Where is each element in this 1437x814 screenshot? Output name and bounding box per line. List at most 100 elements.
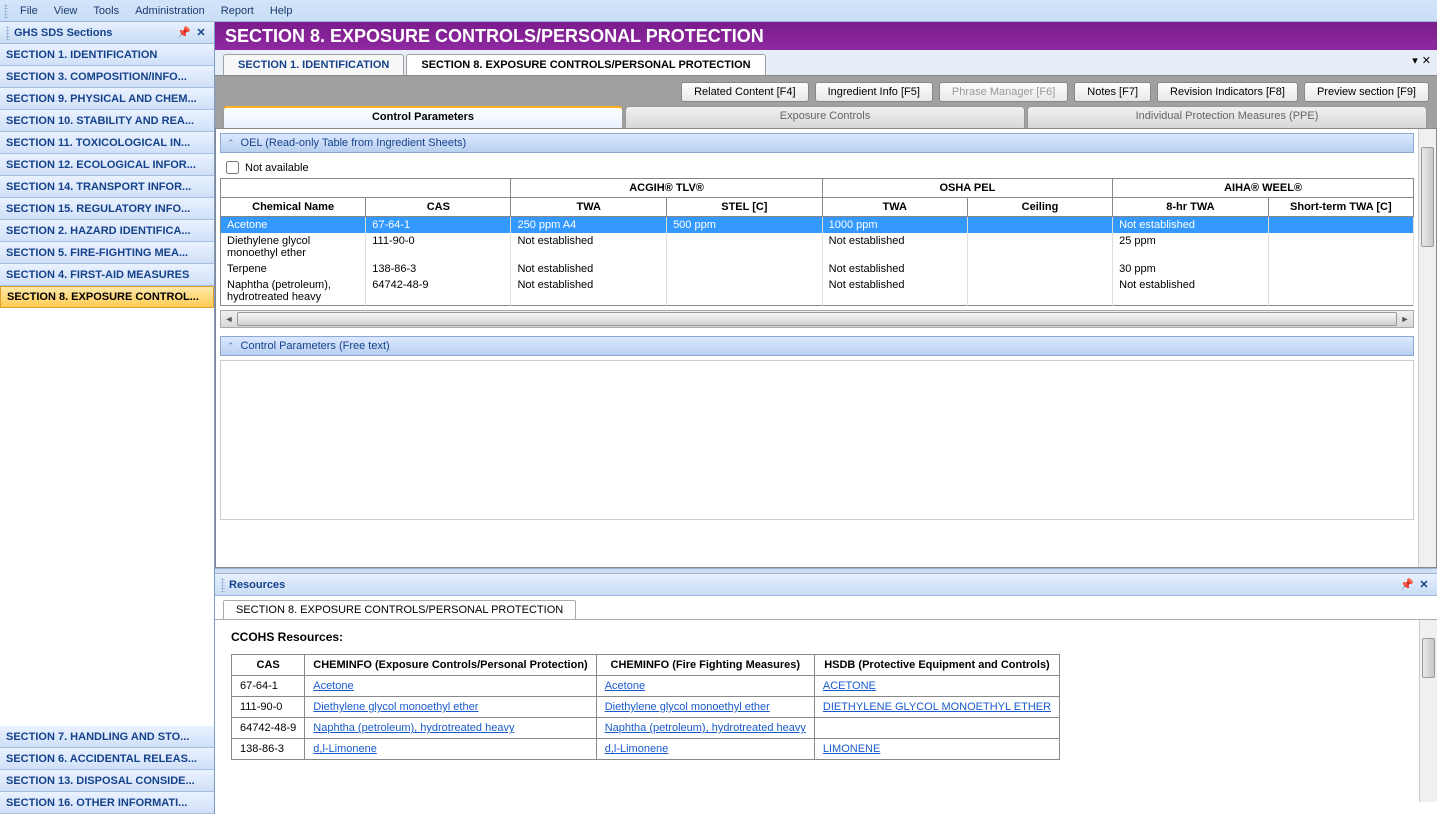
res-scroll-thumb[interactable] [1422, 638, 1435, 678]
phrase-manager-button[interactable]: Phrase Manager [F6] [939, 82, 1068, 102]
oel-cell[interactable]: 500 ppm [667, 217, 823, 234]
oel-cell[interactable]: Diethylene glycol monoethyl ether [221, 233, 366, 261]
sidebar-item[interactable]: SECTION 13. DISPOSAL CONSIDE... [0, 770, 214, 792]
sidebar-item[interactable]: SECTION 3. COMPOSITION/INFO... [0, 66, 214, 88]
vertical-scrollbar[interactable] [1418, 129, 1436, 567]
resources-link[interactable]: DIETHYLENE GLYCOL MONOETHYL ETHER [823, 701, 1051, 713]
oel-cell[interactable]: Not established [1113, 277, 1269, 306]
freetext-area[interactable] [220, 360, 1414, 520]
resources-link[interactable]: Acetone [313, 680, 353, 692]
resources-link[interactable]: LIMONENE [823, 743, 880, 755]
resources-link[interactable]: Naphtha (petroleum), hydrotreated heavy [605, 722, 806, 734]
notes-button[interactable]: Notes [F7] [1074, 82, 1151, 102]
scroll-thumb[interactable] [237, 312, 1397, 326]
oel-column-header[interactable]: TWA [511, 198, 667, 217]
doc-tab-identification[interactable]: SECTION 1. IDENTIFICATION [223, 54, 404, 75]
scroll-right-icon[interactable]: ► [1397, 311, 1413, 327]
sidebar-item[interactable]: SECTION 11. TOXICOLOGICAL IN... [0, 132, 214, 154]
oel-cell[interactable]: Not established [822, 261, 967, 277]
sidebar-item[interactable]: SECTION 6. ACCIDENTAL RELEAS... [0, 748, 214, 770]
vscroll-thumb[interactable] [1421, 147, 1434, 247]
oel-cell[interactable]: Terpene [221, 261, 366, 277]
tab-exposure-controls[interactable]: Exposure Controls [625, 106, 1025, 128]
resources-link[interactable]: Acetone [605, 680, 645, 692]
oel-column-header[interactable]: CAS [366, 198, 511, 217]
doc-tab-exposure[interactable]: SECTION 8. EXPOSURE CONTROLS/PERSONAL PR… [406, 54, 765, 75]
oel-cell[interactable]: 1000 ppm [822, 217, 967, 234]
oel-cell[interactable]: 250 ppm A4 [511, 217, 667, 234]
sidebar-item[interactable]: SECTION 14. TRANSPORT INFOR... [0, 176, 214, 198]
oel-cell[interactable]: Not established [511, 233, 667, 261]
oel-cell[interactable]: Not established [1113, 217, 1269, 234]
oel-cell[interactable]: Naphtha (petroleum), hydrotreated heavy [221, 277, 366, 306]
sidebar-item[interactable]: SECTION 2. HAZARD IDENTIFICA... [0, 220, 214, 242]
preview-section-button[interactable]: Preview section [F9] [1304, 82, 1429, 102]
oel-cell[interactable] [1268, 217, 1413, 234]
sidebar-item[interactable]: SECTION 7. HANDLING AND STO... [0, 726, 214, 748]
resources-link[interactable]: d,l-Limonene [313, 743, 377, 755]
oel-cell[interactable]: 67-64-1 [366, 217, 511, 234]
menu-help[interactable]: Help [262, 3, 301, 19]
sidebar-item[interactable]: SECTION 16. OTHER INFORMATI... [0, 792, 214, 814]
sidebar-item[interactable]: SECTION 15. REGULATORY INFO... [0, 198, 214, 220]
oel-cell[interactable]: 25 ppm [1113, 233, 1269, 261]
sidebar-item[interactable]: SECTION 8. EXPOSURE CONTROL... [0, 286, 214, 308]
not-available-checkbox[interactable] [226, 161, 239, 174]
sidebar-item[interactable]: SECTION 10. STABILITY AND REA... [0, 110, 214, 132]
oel-group-header[interactable]: ⌃ OEL (Read-only Table from Ingredient S… [220, 133, 1414, 153]
resources-tab[interactable]: SECTION 8. EXPOSURE CONTROLS/PERSONAL PR… [223, 600, 576, 619]
resources-scrollbar[interactable] [1419, 620, 1437, 802]
related-content-button[interactable]: Related Content [F4] [681, 82, 809, 102]
close-icon[interactable]: ✕ [1417, 578, 1431, 592]
oel-cell[interactable] [967, 277, 1112, 306]
oel-cell[interactable]: Not established [822, 277, 967, 306]
menu-report[interactable]: Report [213, 3, 262, 19]
oel-cell[interactable] [1268, 277, 1413, 306]
oel-cell[interactable]: Not established [511, 277, 667, 306]
oel-cell[interactable] [967, 217, 1112, 234]
sidebar-item[interactable]: SECTION 1. IDENTIFICATION [0, 44, 214, 66]
menu-file[interactable]: File [12, 3, 46, 19]
tab-control-parameters[interactable]: Control Parameters [223, 106, 623, 128]
ingredient-info-button[interactable]: Ingredient Info [F5] [815, 82, 933, 102]
resources-link[interactable]: Naphtha (petroleum), hydrotreated heavy [313, 722, 514, 734]
tab-close-icon[interactable]: ✕ [1422, 54, 1431, 67]
oel-cell[interactable]: 30 ppm [1113, 261, 1269, 277]
oel-column-header[interactable]: 8-hr TWA [1113, 198, 1269, 217]
oel-cell[interactable] [1268, 261, 1413, 277]
oel-cell[interactable]: 111-90-0 [366, 233, 511, 261]
sidebar-item[interactable]: SECTION 5. FIRE-FIGHTING MEA... [0, 242, 214, 264]
tab-ppe[interactable]: Individual Protection Measures (PPE) [1027, 106, 1427, 128]
scroll-left-icon[interactable]: ◄ [221, 311, 237, 327]
freetext-group-header[interactable]: ⌃ Control Parameters (Free text) [220, 336, 1414, 356]
tab-dropdown-icon[interactable]: ▾ [1412, 54, 1418, 67]
resources-link[interactable]: Diethylene glycol monoethyl ether [313, 701, 478, 713]
oel-cell[interactable] [1268, 233, 1413, 261]
resources-link[interactable]: d,l-Limonene [605, 743, 669, 755]
oel-cell[interactable] [667, 277, 823, 306]
oel-cell[interactable]: 64742-48-9 [366, 277, 511, 306]
oel-column-header[interactable]: Short-term TWA [C] [1268, 198, 1413, 217]
oel-cell[interactable]: Not established [511, 261, 667, 277]
revision-indicators-button[interactable]: Revision Indicators [F8] [1157, 82, 1298, 102]
oel-column-header[interactable]: Ceiling [967, 198, 1112, 217]
oel-cell[interactable] [967, 233, 1112, 261]
resources-link[interactable]: Diethylene glycol monoethyl ether [605, 701, 770, 713]
close-icon[interactable]: ✕ [194, 26, 208, 40]
oel-cell[interactable] [667, 261, 823, 277]
oel-cell[interactable] [967, 261, 1112, 277]
menu-tools[interactable]: Tools [85, 3, 127, 19]
oel-column-header[interactable]: Chemical Name [221, 198, 366, 217]
horizontal-scrollbar[interactable]: ◄ ► [220, 310, 1414, 328]
oel-cell[interactable]: Not established [822, 233, 967, 261]
oel-cell[interactable] [667, 233, 823, 261]
menu-view[interactable]: View [46, 3, 86, 19]
pin-icon[interactable]: 📌 [177, 26, 191, 40]
oel-cell[interactable]: Acetone [221, 217, 366, 234]
oel-column-header[interactable]: STEL [C] [667, 198, 823, 217]
pin-icon[interactable]: 📌 [1400, 578, 1414, 592]
sidebar-item[interactable]: SECTION 9. PHYSICAL AND CHEM... [0, 88, 214, 110]
resources-link[interactable]: ACETONE [823, 680, 876, 692]
sidebar-item[interactable]: SECTION 12. ECOLOGICAL INFOR... [0, 154, 214, 176]
menu-administration[interactable]: Administration [127, 3, 213, 19]
